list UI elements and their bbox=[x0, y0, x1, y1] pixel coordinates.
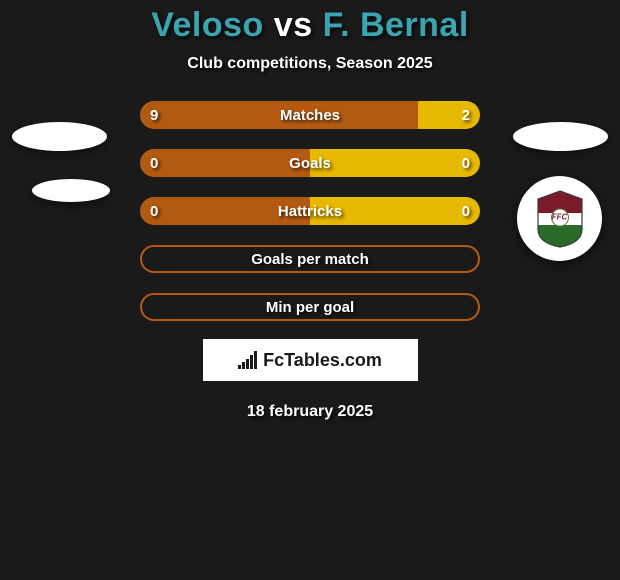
stat-segment-left: 9 bbox=[140, 101, 418, 129]
stat-value-right: 0 bbox=[452, 203, 480, 220]
stat-bar-empty: Goals per match bbox=[140, 245, 480, 273]
crest-monogram: FFC bbox=[551, 208, 569, 226]
stat-segment-left: 0 bbox=[140, 149, 310, 177]
brand-box: FcTables.com bbox=[203, 339, 418, 381]
stat-value-left: 0 bbox=[140, 155, 168, 172]
stat-bar: 92Matches bbox=[140, 101, 480, 129]
stat-value-left: 0 bbox=[140, 203, 168, 220]
stat-value-right: 0 bbox=[452, 155, 480, 172]
stat-bar: 00Hattricks bbox=[140, 197, 480, 225]
player1-silhouette-bottom bbox=[32, 179, 110, 202]
stat-bar: 00Goals bbox=[140, 149, 480, 177]
stat-segment-right: 0 bbox=[310, 197, 480, 225]
stat-value-left: 9 bbox=[140, 107, 168, 124]
stat-segment-right: 0 bbox=[310, 149, 480, 177]
player1-silhouette-top bbox=[12, 122, 107, 151]
player1-name: Veloso bbox=[151, 6, 264, 44]
subtitle: Club competitions, Season 2025 bbox=[187, 55, 432, 73]
stat-segment-right: 2 bbox=[418, 101, 480, 129]
barchart-icon bbox=[238, 351, 257, 369]
stat-segment-left: 0 bbox=[140, 197, 310, 225]
comparison-title: Veloso vs F. Bernal bbox=[151, 6, 469, 45]
player2-club-crest: FFC bbox=[517, 176, 602, 261]
brand-text: FcTables.com bbox=[263, 350, 382, 371]
vs-label: vs bbox=[274, 6, 313, 44]
date-line: 18 february 2025 bbox=[247, 403, 373, 421]
player2-name: F. Bernal bbox=[323, 6, 469, 44]
player2-silhouette bbox=[513, 122, 608, 151]
stat-value-right: 2 bbox=[452, 107, 480, 124]
shield-icon: FFC bbox=[534, 189, 586, 249]
stat-bar-empty: Min per goal bbox=[140, 293, 480, 321]
